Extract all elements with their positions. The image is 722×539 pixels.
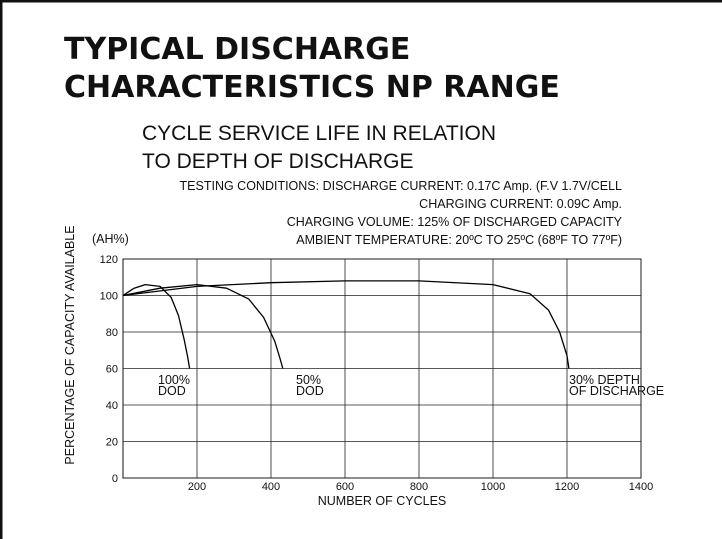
y-axis-label: PERCENTAGE OF CAPACITY AVAILABLE	[63, 225, 77, 464]
series-label: 30% DEPTH	[569, 373, 640, 387]
y-tick-label: 60	[106, 364, 118, 376]
y-tick-label: 100	[100, 291, 118, 303]
title-line: CHARACTERISTICS NP RANGE	[64, 70, 560, 105]
x-tick-label: 600	[336, 481, 354, 493]
y-tick-label: 120	[100, 254, 118, 266]
x-tick-label: 1200	[555, 481, 579, 493]
y-unit: (AH%)	[92, 232, 129, 246]
x-tick-label: 800	[410, 481, 428, 493]
y-tick-label: 80	[106, 327, 118, 339]
condition: AMBIENT TEMPERATURE: 20ºC TO 25ºC (68ºF …	[296, 233, 622, 247]
y-tick-label: 20	[106, 437, 118, 449]
series-line	[122, 283, 284, 369]
x-tick-label: 200	[188, 481, 206, 493]
title-line: TYPICAL DISCHARGE	[64, 32, 410, 67]
y-tick-label: 0	[112, 473, 118, 485]
series-line	[122, 280, 570, 369]
series-label: OF DISCHARGE	[569, 384, 664, 398]
condition: CHARGING VOLUME: 125% OF DISCHARGED CAPA…	[287, 215, 623, 229]
series-line	[122, 283, 191, 369]
x-tick-label: 1400	[629, 481, 653, 493]
series-label: 100%	[158, 373, 190, 387]
x-tick-label: 1000	[481, 481, 505, 493]
condition: TESTING CONDITIONS: DISCHARGE CURRENT: 0…	[180, 179, 623, 193]
x-tick-label: 400	[262, 481, 280, 493]
series-label: DOD	[158, 384, 186, 398]
series-label: 50%	[296, 373, 321, 387]
y-tick-label: 40	[106, 400, 118, 412]
series-label: DOD	[296, 384, 324, 398]
condition: CHARGING CURRENT: 0.09C Amp.	[419, 197, 622, 211]
x-axis-label: NUMBER OF CYCLES	[318, 494, 447, 508]
subtitle-line: TO DEPTH OF DISCHARGE	[142, 150, 413, 173]
subtitle-line: CYCLE SERVICE LIFE IN RELATION	[142, 122, 496, 145]
